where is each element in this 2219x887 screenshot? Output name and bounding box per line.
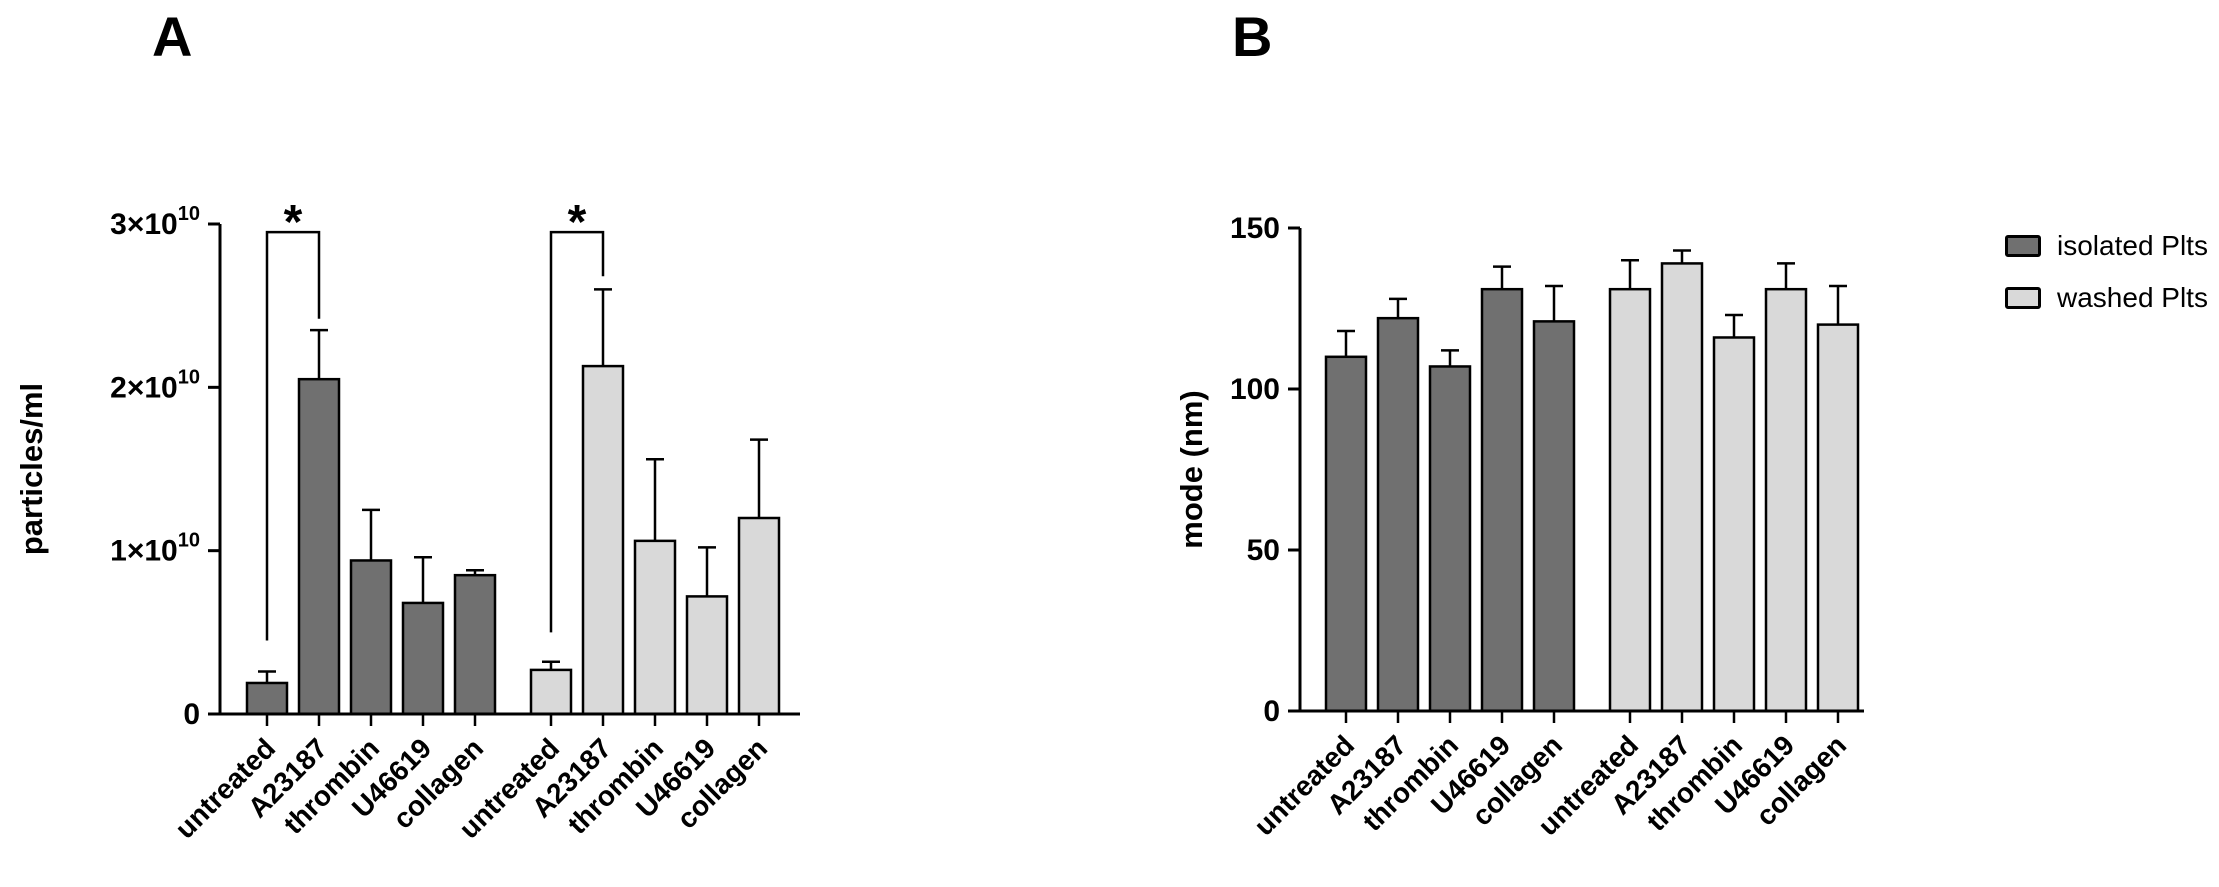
significance-star: * [284, 196, 303, 249]
significance-star: * [568, 196, 587, 249]
chart-a: untreatedA23187thrombinU46619collagenunt… [14, 196, 800, 844]
y-tick-label: 100 [1230, 373, 1280, 406]
y-tick-label: 0 [183, 698, 200, 731]
bar-isolated-plts-u46619 [1480, 287, 1524, 713]
panel-b-label: B [1232, 5, 1273, 68]
bar-washed-plts-thrombin [633, 539, 677, 716]
bar-washed-plts-u46619 [685, 595, 729, 716]
bar-washed-plts-collagen [1816, 323, 1860, 713]
bar-isolated-plts-collagen [1532, 320, 1576, 713]
y-tick-label: 2×1010 [110, 366, 200, 404]
bar-isolated-plts-a23187 [1376, 316, 1420, 713]
bar-isolated-plts-u46619 [401, 601, 445, 716]
legend-item-washed-plts: washed Plts [2005, 284, 2208, 312]
legend-label-isolated-plts: isolated Plts [2057, 230, 2208, 261]
bar-isolated-plts-untreated [1324, 355, 1368, 713]
bar-isolated-plts-collagen [453, 573, 497, 716]
y-tick-label: 3×1010 [110, 203, 200, 241]
bar-isolated-plts-untreated [245, 681, 289, 716]
y-tick-label: 0 [1263, 695, 1280, 728]
y-tick-label: 150 [1230, 212, 1280, 245]
legend-item-isolated-plts: isolated Plts [2005, 232, 2208, 260]
bar-isolated-plts-a23187 [297, 377, 341, 716]
bar-isolated-plts-thrombin [349, 559, 393, 716]
y-axis-title: mode (nm) [1174, 390, 1209, 548]
panel-a-label: A [152, 5, 193, 68]
significance-bracket [265, 230, 321, 641]
bar-isolated-plts-thrombin [1428, 365, 1472, 713]
bar-washed-plts-untreated [529, 668, 573, 716]
bar-washed-plts-untreated [1608, 287, 1652, 713]
significance-bracket [549, 230, 605, 633]
bar-washed-plts-a23187 [1660, 262, 1704, 713]
bar-washed-plts-collagen [737, 516, 781, 716]
bar-washed-plts-a23187 [581, 364, 625, 716]
bar-washed-plts-thrombin [1712, 336, 1756, 713]
legend-label-washed-plts: washed Plts [2057, 282, 2208, 313]
y-axis-title: particles/ml [14, 383, 49, 555]
bar-washed-plts-u46619 [1764, 287, 1808, 713]
y-tick-label: 1×1010 [110, 530, 200, 568]
chart-b: untreatedA23187thrombinU46619collagenunt… [1174, 212, 1864, 841]
legend-swatch-isolated-plts [2005, 235, 2041, 257]
legend-swatch-washed-plts [2005, 287, 2041, 309]
y-tick-label: 50 [1247, 534, 1280, 567]
legend: isolated Plts washed Plts [2005, 232, 2208, 312]
